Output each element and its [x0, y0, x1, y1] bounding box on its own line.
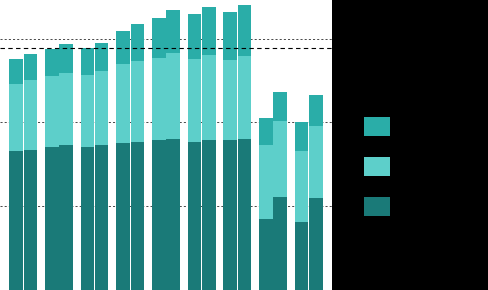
Bar: [309, 126, 323, 198]
Bar: [95, 145, 108, 290]
Bar: [295, 122, 308, 151]
Bar: [166, 139, 180, 290]
Bar: [9, 59, 23, 84]
Bar: [116, 31, 130, 64]
Bar: [273, 121, 287, 197]
Bar: [81, 147, 94, 290]
Bar: [259, 118, 273, 145]
Bar: [273, 197, 287, 290]
Bar: [23, 150, 37, 290]
Bar: [95, 71, 108, 145]
Bar: [309, 198, 323, 290]
Bar: [152, 140, 165, 290]
Bar: [273, 92, 287, 121]
Bar: [81, 75, 94, 147]
Bar: [259, 219, 273, 290]
Bar: [295, 151, 308, 222]
Bar: [152, 58, 165, 140]
Bar: [259, 145, 273, 219]
Bar: [45, 76, 59, 147]
Bar: [45, 49, 59, 76]
FancyBboxPatch shape: [364, 157, 390, 176]
Bar: [202, 140, 216, 290]
Bar: [81, 48, 94, 75]
Bar: [9, 151, 23, 290]
Bar: [224, 60, 237, 140]
Bar: [9, 84, 23, 151]
Bar: [95, 43, 108, 71]
Bar: [224, 12, 237, 60]
Bar: [202, 7, 216, 55]
Bar: [224, 140, 237, 290]
Bar: [188, 142, 201, 290]
Bar: [131, 24, 144, 61]
Bar: [188, 14, 201, 59]
Bar: [59, 145, 73, 290]
FancyBboxPatch shape: [364, 197, 390, 216]
Bar: [116, 143, 130, 290]
Bar: [238, 5, 251, 56]
Bar: [309, 95, 323, 126]
Bar: [131, 142, 144, 290]
Bar: [166, 10, 180, 53]
FancyBboxPatch shape: [364, 117, 390, 137]
Bar: [238, 56, 251, 139]
Bar: [202, 55, 216, 140]
Bar: [23, 80, 37, 150]
Bar: [116, 64, 130, 143]
Bar: [131, 61, 144, 142]
Bar: [295, 222, 308, 290]
Bar: [59, 44, 73, 73]
Bar: [59, 73, 73, 145]
Bar: [238, 139, 251, 290]
Bar: [188, 59, 201, 142]
Bar: [45, 147, 59, 290]
Bar: [23, 54, 37, 80]
Bar: [166, 53, 180, 139]
Bar: [152, 18, 165, 58]
